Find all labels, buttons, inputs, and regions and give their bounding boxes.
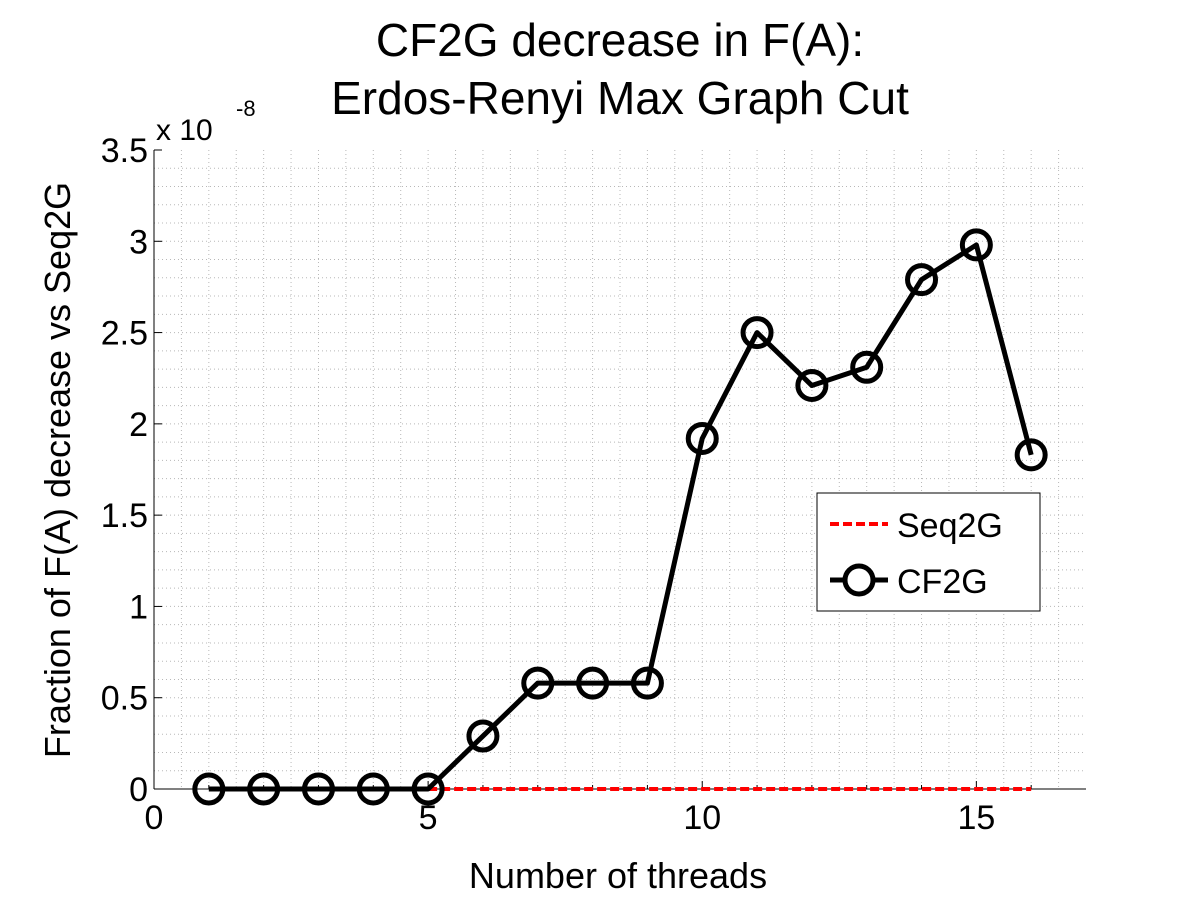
x-tick-label: 10 xyxy=(683,799,721,837)
tick-labels: 0 5 10 15 0 0.5 1 1.5 2 2.5 3 3.5 xyxy=(101,132,996,837)
series-cf2g-marker xyxy=(521,666,555,700)
series-cf2g-marker xyxy=(959,228,993,262)
series-cf2g-marker xyxy=(1014,438,1048,472)
series-cf2g-marker xyxy=(247,772,281,806)
y-tick-label: 0.5 xyxy=(101,680,148,718)
legend: Seq2G CF2G xyxy=(816,492,1041,612)
series-cf2g-marker xyxy=(576,666,610,700)
legend-cf2g-label: CF2G xyxy=(897,563,988,601)
y-tick-label: 3.5 xyxy=(101,132,148,170)
y-tick-label: 1.5 xyxy=(101,497,148,535)
series-cf2g-marker xyxy=(192,772,226,806)
y-multiplier-exponent: -8 xyxy=(236,96,256,121)
series-cf2g-marker xyxy=(466,719,500,753)
chart-title-line1: CF2G decrease in F(A): xyxy=(376,14,864,66)
y-tick-label: 0 xyxy=(129,771,148,809)
legend-cf2g-marker xyxy=(842,563,876,597)
y-tick-label: 3 xyxy=(129,223,148,261)
legend-seq2g-label: Seq2G xyxy=(897,507,1003,545)
axes-frame xyxy=(153,149,1086,790)
series-cf2g-marker xyxy=(850,350,884,384)
y-tick-label: 2 xyxy=(129,406,148,444)
series-cf2g-marker xyxy=(685,421,719,455)
series-cf2g-marker xyxy=(795,369,829,403)
series-cf2g-marker xyxy=(411,772,445,806)
chart-title-line2: Erdos-Renyi Max Graph Cut xyxy=(331,72,909,124)
x-tick-label: 15 xyxy=(957,799,995,837)
series-cf2g-marker xyxy=(740,316,774,350)
series-cf2g-marker xyxy=(356,772,390,806)
plot-series xyxy=(192,228,1048,806)
x-axis-label: Number of threads xyxy=(469,855,767,896)
series-cf2g-marker xyxy=(301,772,335,806)
y-tick-label: 1 xyxy=(129,588,148,626)
y-tick-label: 2.5 xyxy=(101,315,148,353)
series-cf2g-marker xyxy=(630,666,664,700)
y-axis-label: Fraction of F(A) decrease vs Seq2G xyxy=(37,182,78,758)
x-tick-label: 5 xyxy=(419,799,438,837)
series-cf2g-marker xyxy=(905,263,939,297)
grid xyxy=(154,150,1086,789)
series-cf2g-line xyxy=(208,242,1034,792)
x-tick-label: 0 xyxy=(145,799,164,837)
y-multiplier-base: x 10 xyxy=(156,114,213,147)
